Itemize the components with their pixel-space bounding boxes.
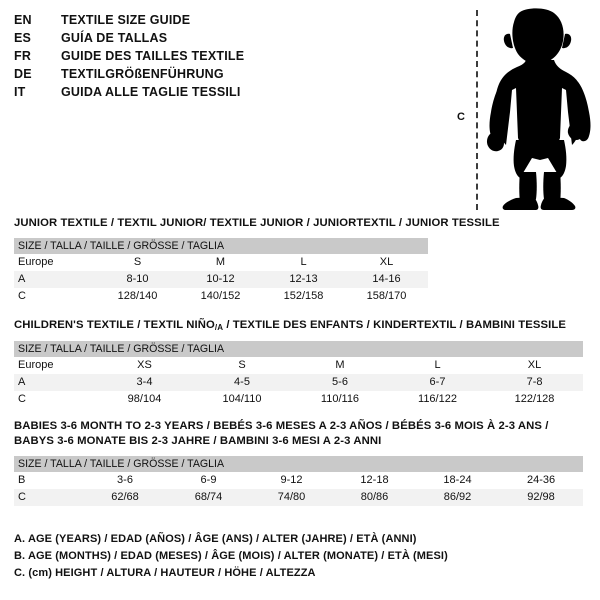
cell-value: M — [291, 357, 389, 374]
table-header-row: SIZE / TALLA / TAILLE / GRÖSSE / TAGLIA — [14, 238, 428, 254]
table-row: A 3-4 4-5 5-6 6-7 7-8 — [14, 374, 584, 391]
cell-value: 14-16 — [345, 271, 428, 288]
row-label: C — [14, 391, 96, 408]
language-code: ES — [14, 31, 32, 45]
size-table-junior: SIZE / TALLA / TAILLE / GRÖSSE / TAGLIA … — [14, 238, 428, 305]
toddler-silhouette-icon — [486, 8, 591, 210]
cell-value: 5-6 — [291, 374, 389, 391]
section-heading-children-subscript: /A — [214, 323, 224, 332]
cell-value: XL — [345, 254, 428, 271]
cell-value: XS — [96, 357, 193, 374]
cell-value: 10-12 — [179, 271, 262, 288]
table-row: C 128/140 140/152 152/158 158/170 — [14, 288, 428, 305]
cell-value: 62/68 — [83, 489, 167, 506]
cell-value: 9-12 — [250, 472, 333, 489]
language-title: GUÍA DE TALLAS — [61, 31, 168, 45]
language-code: FR — [14, 49, 32, 63]
cell-value: 12-13 — [262, 271, 345, 288]
legend-row-c: C. (cm) HEIGHT / ALTURA / HAUTEUR / HÖHE… — [14, 567, 316, 579]
legend-block: A. AGE (YEARS) / EDAD (AÑOS) / ÂGE (ANS)… — [14, 531, 448, 582]
cell-value: L — [389, 357, 486, 374]
table-header-label: SIZE / TALLA / TAILLE / GRÖSSE / TAGLIA — [14, 341, 584, 357]
table-header-row: SIZE / TALLA / TAILLE / GRÖSSE / TAGLIA — [14, 456, 584, 472]
row-label: A — [14, 271, 96, 288]
cell-value: 104/110 — [193, 391, 291, 408]
row-label: Europe — [14, 357, 96, 374]
size-table-children: SIZE / TALLA / TAILLE / GRÖSSE / TAGLIA … — [14, 341, 584, 408]
table-header-row: SIZE / TALLA / TAILLE / GRÖSSE / TAGLIA — [14, 341, 584, 357]
table-row: B 3-6 6-9 9-12 12-18 18-24 24-36 — [14, 472, 584, 489]
cell-value: XL — [486, 357, 584, 374]
cell-value: 68/74 — [167, 489, 250, 506]
cell-value: L — [262, 254, 345, 271]
measurement-label-c: C — [457, 111, 465, 123]
cell-value: S — [96, 254, 179, 271]
table-header-label: SIZE / TALLA / TAILLE / GRÖSSE / TAGLIA — [14, 238, 428, 254]
cell-value: 80/86 — [333, 489, 416, 506]
language-row-it: IT GUIDA ALLE TAGLIE TESSILI — [14, 83, 434, 101]
row-label: C — [14, 489, 83, 506]
language-row-en: EN TEXTILE SIZE GUIDE — [14, 11, 434, 29]
language-code: IT — [14, 85, 26, 99]
table-row: Europe XS S M L XL — [14, 357, 584, 374]
table-row: C 62/68 68/74 74/80 80/86 86/92 92/98 — [14, 489, 584, 506]
legend-row-a: A. AGE (YEARS) / EDAD (AÑOS) / ÂGE (ANS)… — [14, 533, 417, 545]
legend-row-b: B. AGE (MONTHS) / EDAD (MESES) / ÂGE (MO… — [14, 550, 448, 562]
cell-value: 140/152 — [179, 288, 262, 305]
table-row: Europe S M L XL — [14, 254, 428, 271]
row-label: C — [14, 288, 96, 305]
measurement-dashed-line — [476, 10, 478, 210]
cell-value: 8-10 — [96, 271, 179, 288]
table-row: A 8-10 10-12 12-13 14-16 — [14, 271, 428, 288]
language-title: TEXTILGRÖßENFÜHRUNG — [61, 67, 224, 81]
cell-value: 7-8 — [486, 374, 584, 391]
cell-value: 6-7 — [389, 374, 486, 391]
cell-value: 24-36 — [499, 472, 584, 489]
table-header-label: SIZE / TALLA / TAILLE / GRÖSSE / TAGLIA — [14, 456, 584, 472]
cell-value: 86/92 — [416, 489, 499, 506]
cell-value: 3-6 — [83, 472, 167, 489]
section-heading-children: CHILDREN'S TEXTILE / TEXTIL NIÑO/A / TEX… — [14, 318, 566, 333]
cell-value: 12-18 — [333, 472, 416, 489]
language-row-es: ES GUÍA DE TALLAS — [14, 29, 434, 47]
cell-value: 152/158 — [262, 288, 345, 305]
cell-value: 3-4 — [96, 374, 193, 391]
cell-value: 122/128 — [486, 391, 584, 408]
cell-value: 110/116 — [291, 391, 389, 408]
cell-value: 74/80 — [250, 489, 333, 506]
cell-value: 98/104 — [96, 391, 193, 408]
table-row: C 98/104 104/110 110/116 116/122 122/128 — [14, 391, 584, 408]
language-row-fr: FR GUIDE DES TAILLES TEXTILE — [14, 47, 434, 65]
section-heading-babies-line2: BABYS 3-6 MONATE BIS 2-3 JAHRE / BAMBINI… — [14, 435, 382, 447]
cell-value: 6-9 — [167, 472, 250, 489]
cell-value: 128/140 — [96, 288, 179, 305]
language-code: EN — [14, 13, 32, 27]
language-title: GUIDE DES TAILLES TEXTILE — [61, 49, 245, 63]
row-label: A — [14, 374, 96, 391]
cell-value: 92/98 — [499, 489, 584, 506]
section-heading-babies-line1: BABIES 3-6 MONTH TO 2-3 YEARS / BEBÉS 3-… — [14, 420, 549, 432]
row-label: B — [14, 472, 83, 489]
language-title-block: EN TEXTILE SIZE GUIDE ES GUÍA DE TALLAS … — [14, 11, 434, 101]
section-heading-children-part1: CHILDREN'S TEXTILE / TEXTIL NIÑO — [14, 319, 215, 331]
row-label: Europe — [14, 254, 96, 271]
cell-value: 158/170 — [345, 288, 428, 305]
cell-value: 4-5 — [193, 374, 291, 391]
cell-value: M — [179, 254, 262, 271]
cell-value: 116/122 — [389, 391, 486, 408]
language-title: TEXTILE SIZE GUIDE — [61, 13, 191, 27]
size-table-babies: SIZE / TALLA / TAILLE / GRÖSSE / TAGLIA … — [14, 456, 584, 506]
language-title: GUIDA ALLE TAGLIE TESSILI — [61, 85, 241, 99]
height-measurement-figure: C — [448, 6, 598, 212]
language-code: DE — [14, 67, 32, 81]
cell-value: 18-24 — [416, 472, 499, 489]
section-heading-junior: JUNIOR TEXTILE / TEXTIL JUNIOR/ TEXTILE … — [14, 217, 500, 229]
section-heading-children-part2: / TEXTILE DES ENFANTS / KINDERTEXTIL / B… — [223, 319, 567, 331]
language-row-de: DE TEXTILGRÖßENFÜHRUNG — [14, 65, 434, 83]
cell-value: S — [193, 357, 291, 374]
